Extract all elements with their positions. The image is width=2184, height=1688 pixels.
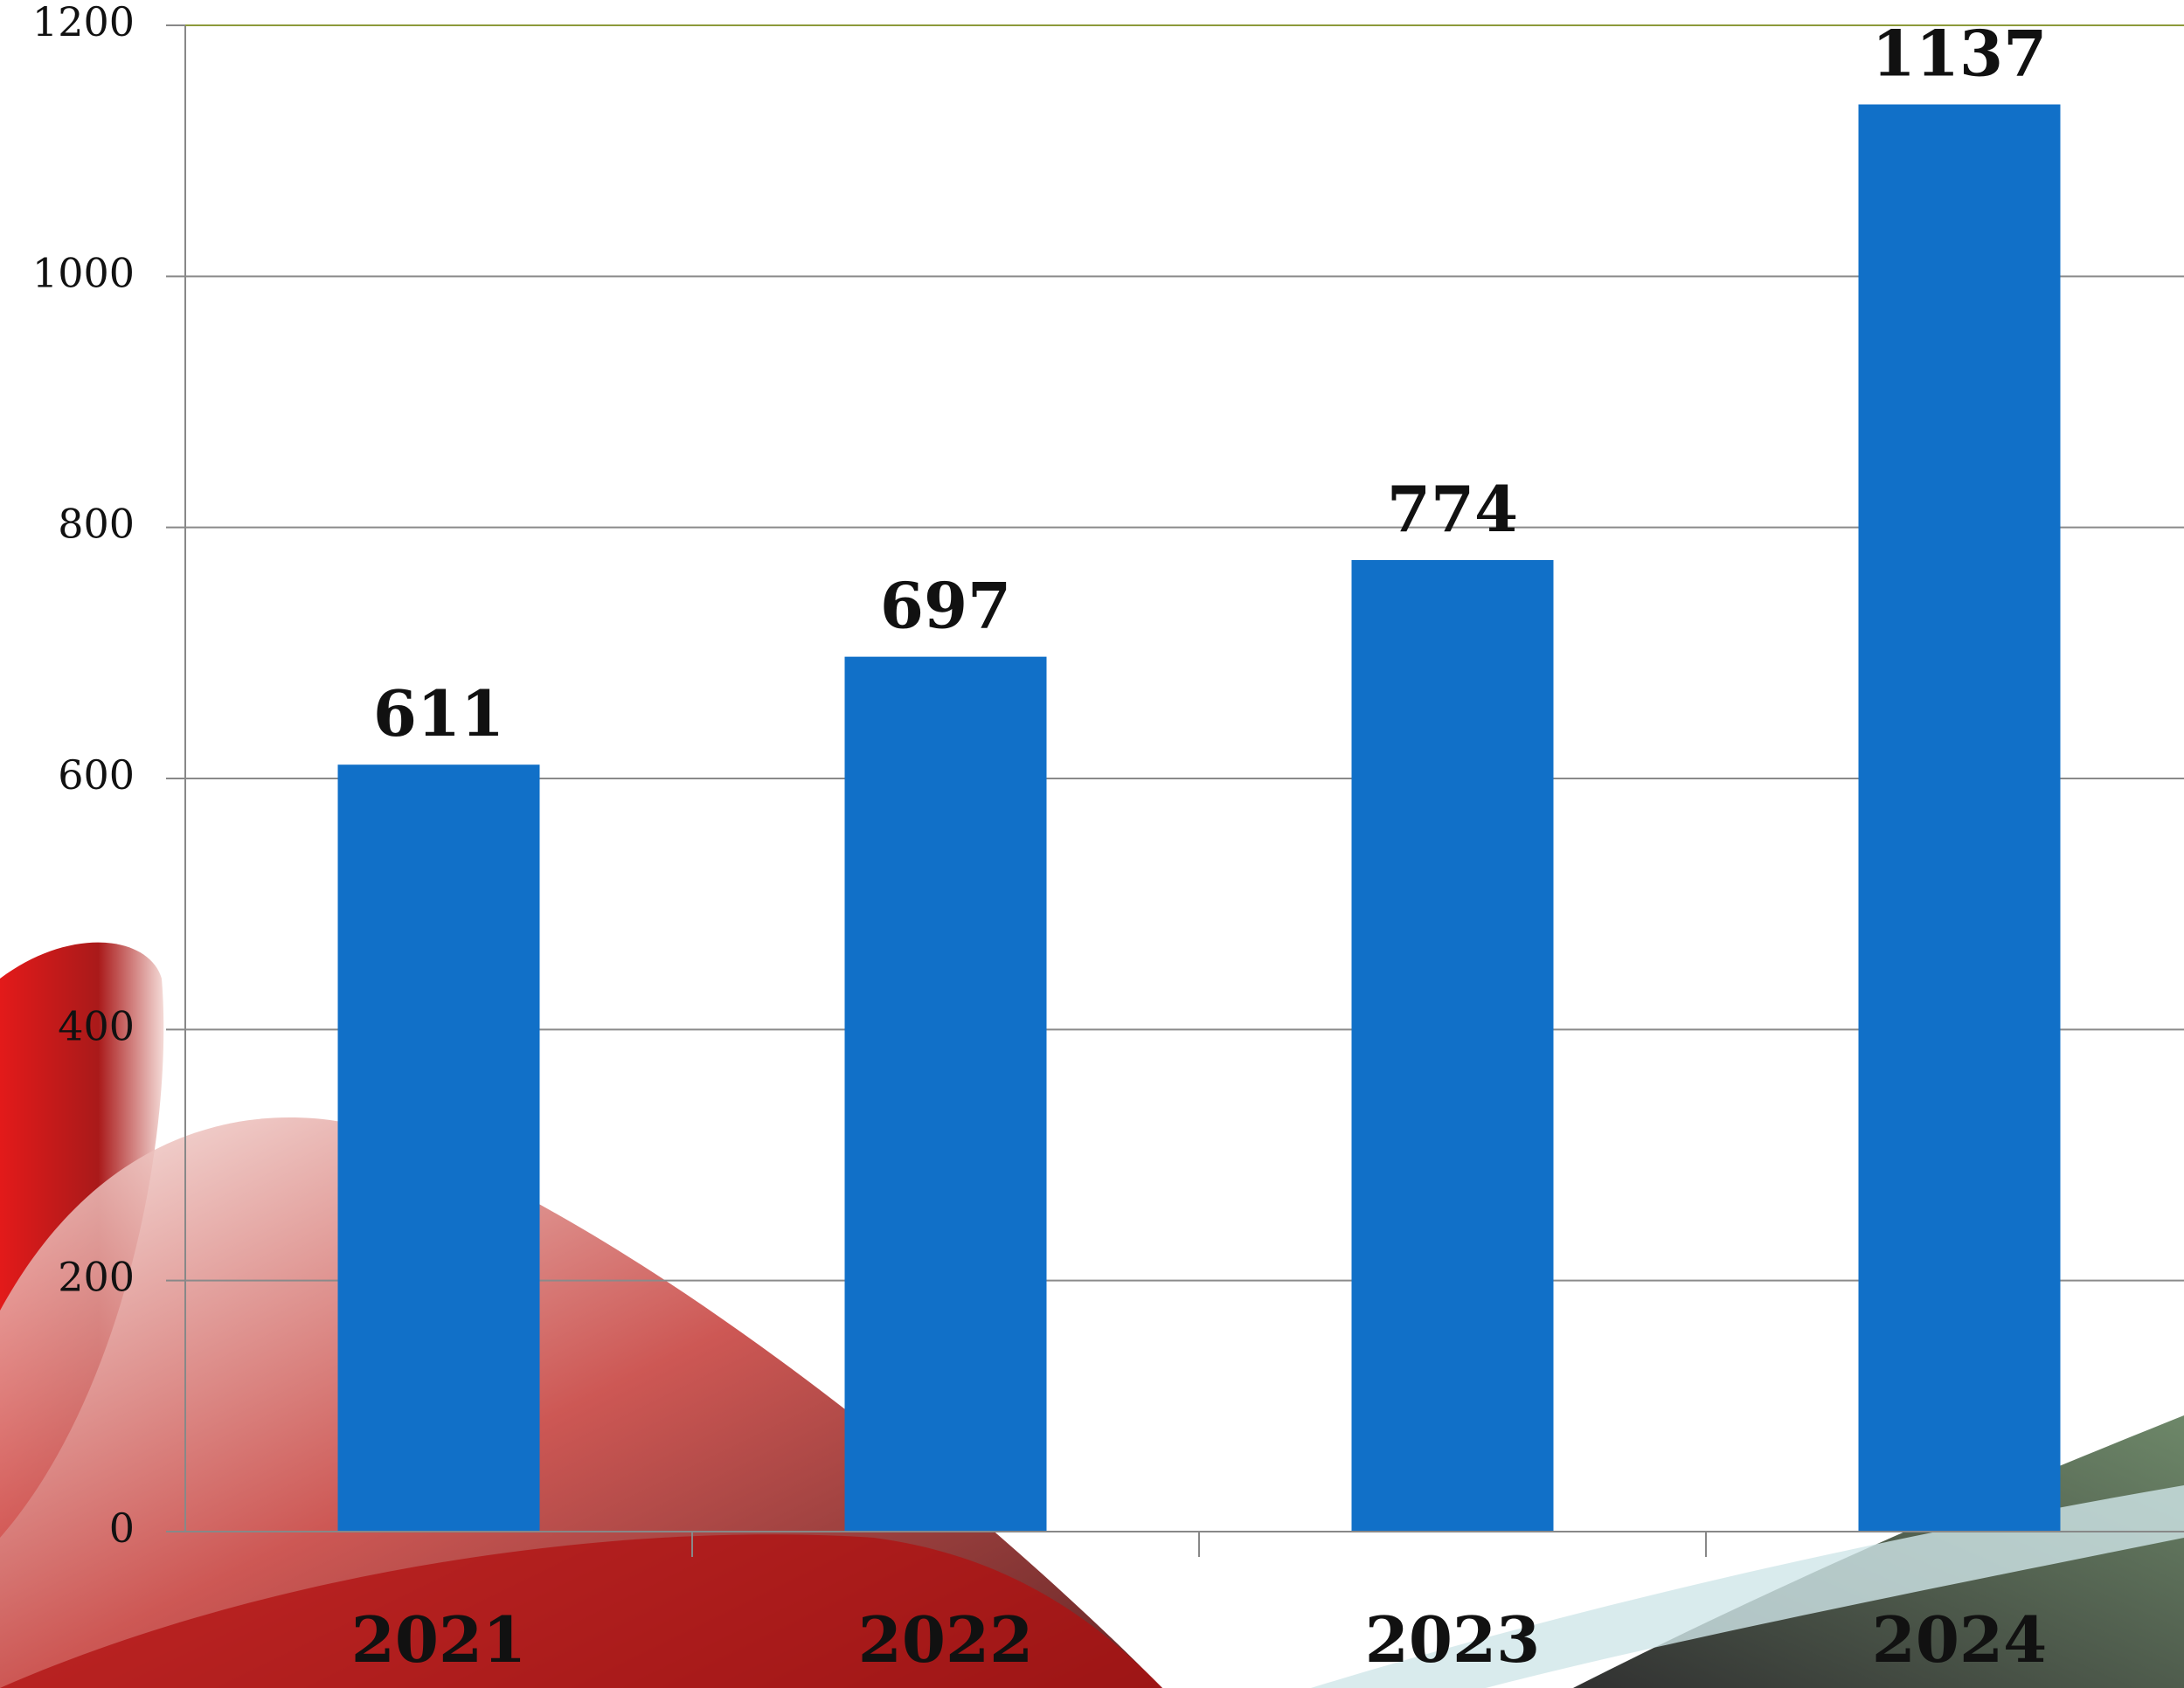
value-label: 1137 xyxy=(1872,17,2047,91)
bar xyxy=(337,764,540,1532)
x-tick-label: 2021 xyxy=(351,1602,526,1677)
x-tick-label: 2022 xyxy=(858,1602,1033,1677)
bar xyxy=(844,656,1047,1532)
bar xyxy=(1351,560,1554,1532)
value-label: 774 xyxy=(1387,472,1518,546)
background-decoration xyxy=(0,942,2184,1688)
y-tick-label: 200 xyxy=(58,1254,135,1301)
value-label: 697 xyxy=(880,569,1011,643)
y-tick-label: 0 xyxy=(109,1505,135,1552)
x-tick-label: 2023 xyxy=(1365,1602,1540,1677)
y-tick-label: 1000 xyxy=(32,249,135,296)
category-separators xyxy=(691,1532,1707,1557)
bar xyxy=(1858,104,2061,1532)
y-tick-label: 1200 xyxy=(32,0,135,45)
y-tick-label: 600 xyxy=(58,751,135,799)
y-tick-label: 400 xyxy=(58,1002,135,1049)
x-tick-label: 2024 xyxy=(1872,1602,2047,1677)
value-label: 611 xyxy=(373,676,504,751)
y-tick-label: 800 xyxy=(58,501,135,548)
